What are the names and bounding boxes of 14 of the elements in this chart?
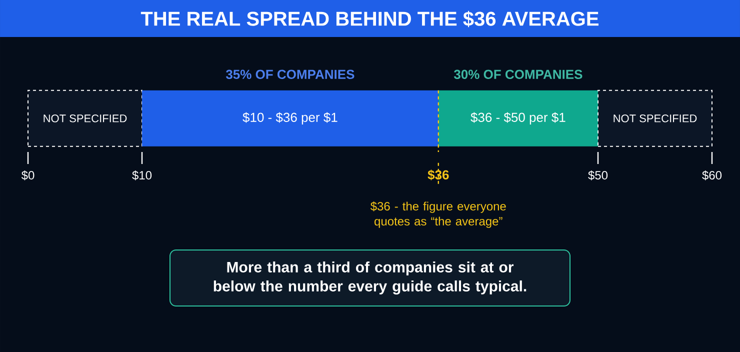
x-tick-label: $50 xyxy=(588,170,608,180)
text: $36 - the figure everyone quotes as “the average” xyxy=(370,202,506,228)
chart-title: THE REAL SPREAD BEHIND THE $36 AVERAGE xyxy=(140,10,598,28)
x-tick-label: $60 xyxy=(702,170,722,180)
text: 30% OF COMPANIES xyxy=(454,70,582,79)
series-label: $10 - $36 per $1 xyxy=(242,112,338,125)
ref-line-label: $36 xyxy=(428,170,449,180)
text: More than a third of companies sit at or below the number every guide calls typical. xyxy=(214,261,526,295)
x-tick-label: $0 xyxy=(21,170,34,180)
series-label: NOT SPECIFIED xyxy=(44,114,127,122)
series-label: NOT SPECIFIED xyxy=(614,114,697,122)
text: 35% OF COMPANIES xyxy=(226,70,354,79)
x-tick-label: $10 xyxy=(132,170,152,180)
series-label: $36 - $50 per $1 xyxy=(470,112,566,125)
